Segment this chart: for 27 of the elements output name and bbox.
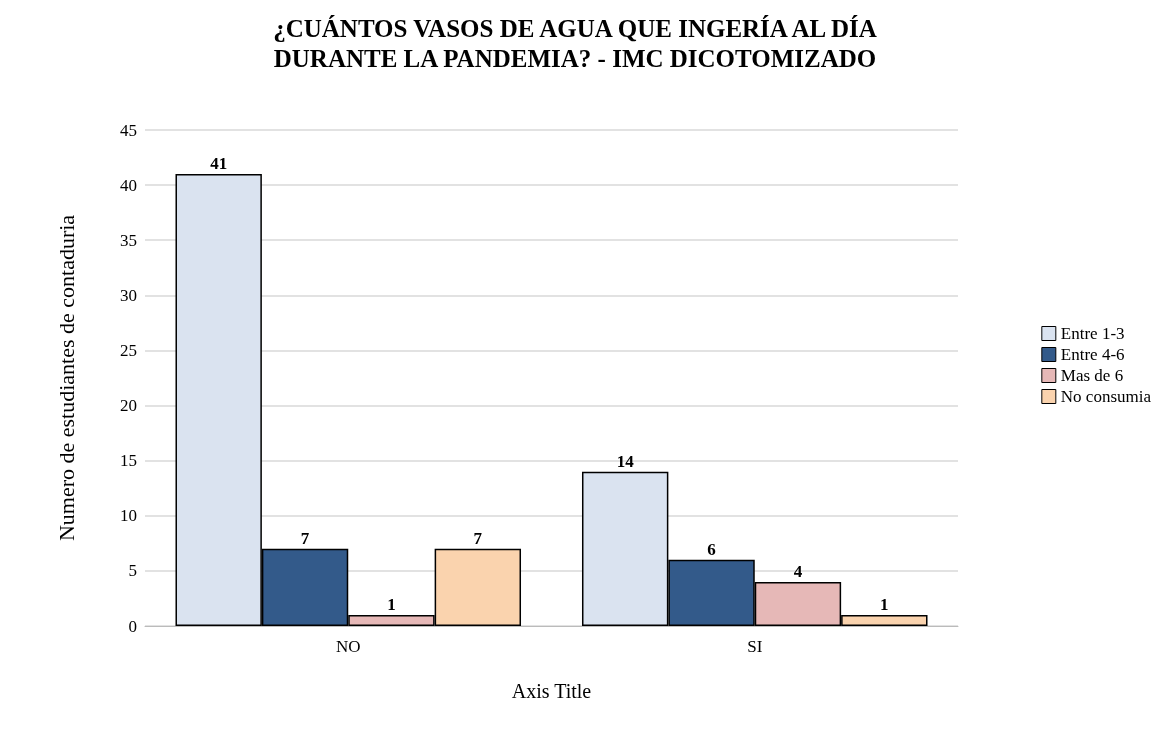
chart-title: ¿CUÁNTOS VASOS DE AGUA QUE INGERÍA AL DÍA DURANTE LA PANDEMIA? - IMC DICOTOMIZADO [273, 14, 877, 72]
x-tick-label: NO [335, 637, 361, 656]
legend-label: Entre 1-3 [1060, 324, 1125, 343]
y-tick-label: 45 [120, 120, 137, 140]
x-tick-label: SI [747, 637, 763, 656]
y-tick-label: 10 [120, 506, 137, 526]
y-tick-label: 15 [120, 451, 137, 471]
y-tick-label: 40 [120, 175, 137, 195]
data-label: 14 [616, 451, 635, 471]
x-axis-title: Axis Title [511, 680, 592, 702]
y-tick-label: 30 [120, 285, 137, 305]
y-tick-label: 0 [128, 616, 137, 636]
legend-label: Mas de 6 [1060, 366, 1124, 385]
legend-label: No consumia [1060, 387, 1152, 406]
y-axis-title: Numero de estudiantes de contaduria [53, 214, 79, 542]
data-label: 6 [707, 539, 716, 559]
legend-label: Entre 4-6 [1060, 345, 1125, 364]
y-tick-label: 35 [120, 230, 137, 250]
data-label: 7 [300, 528, 310, 548]
data-label: 7 [473, 528, 483, 548]
data-label: 1 [880, 594, 889, 614]
data-label: 4 [793, 561, 803, 581]
data-label: 1 [387, 594, 396, 614]
y-tick-label: 25 [120, 340, 137, 360]
y-tick-label: 20 [120, 396, 137, 416]
y-tick-label: 5 [128, 561, 137, 581]
data-label: 41 [210, 154, 228, 174]
